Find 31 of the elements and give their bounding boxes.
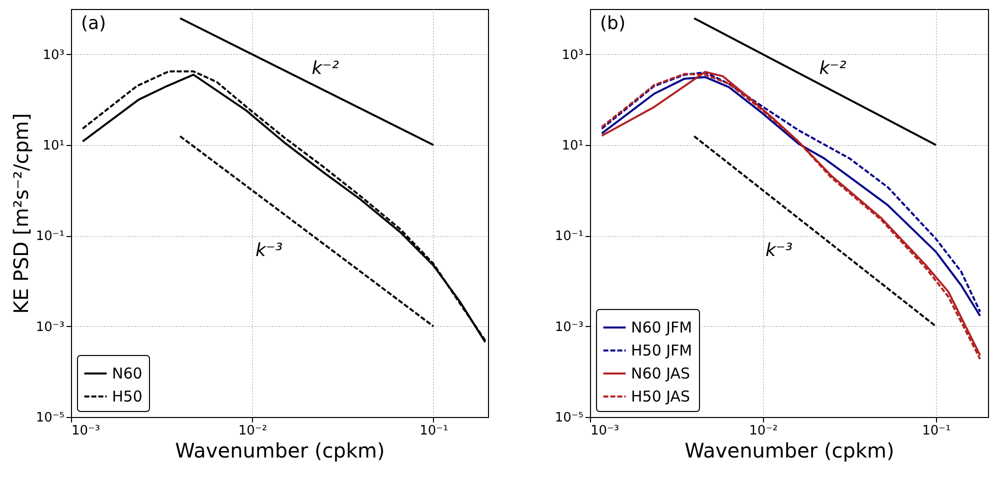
legend-label: H50 JAS <box>631 388 690 406</box>
annotation: (a) <box>81 13 106 34</box>
y-tick-label: 10⁻³ <box>554 320 584 335</box>
y-tick-label: 10⁻³ <box>36 320 64 335</box>
x-axis-title: Wavenumber (cpkm) <box>684 438 894 462</box>
annotation: k⁻³ <box>765 240 793 261</box>
x-tick-label: 10⁻² <box>238 424 268 438</box>
legend-label: H50 JFM <box>631 342 692 360</box>
y-tick-label: 10¹ <box>562 138 584 154</box>
y-tick-label: 10³ <box>42 48 64 63</box>
legend-label: N60 <box>112 364 142 382</box>
annotation: k⁻² <box>312 58 339 79</box>
annotation: (b) <box>600 13 626 34</box>
y-tick-label: 10⁻⁵ <box>554 410 584 426</box>
y-axis-title: KE PSD [m²s⁻²/cpm] <box>8 113 33 314</box>
y-tick-label: 10⁻⁵ <box>36 410 64 426</box>
legend-label: N60 JFM <box>631 318 692 336</box>
x-tick-label: 10⁻¹ <box>922 424 951 438</box>
legend-label: N60 JAS <box>631 364 690 382</box>
legend-label: H50 <box>112 388 142 406</box>
annotation: k⁻² <box>819 58 846 79</box>
annotation: k⁻³ <box>256 240 283 261</box>
y-tick-label: 10⁻¹ <box>554 229 584 244</box>
x-axis-title: Wavenumber (cpkm) <box>175 438 385 462</box>
x-tick-label: 10⁻² <box>749 424 778 438</box>
y-tick-label: 10¹ <box>42 138 64 154</box>
y-tick-label: 10³ <box>562 48 584 63</box>
x-tick-label: 10⁻³ <box>72 424 100 438</box>
x-tick-label: 10⁻³ <box>590 424 620 438</box>
x-tick-label: 10⁻¹ <box>420 424 448 438</box>
y-tick-label: 10⁻¹ <box>36 229 64 244</box>
